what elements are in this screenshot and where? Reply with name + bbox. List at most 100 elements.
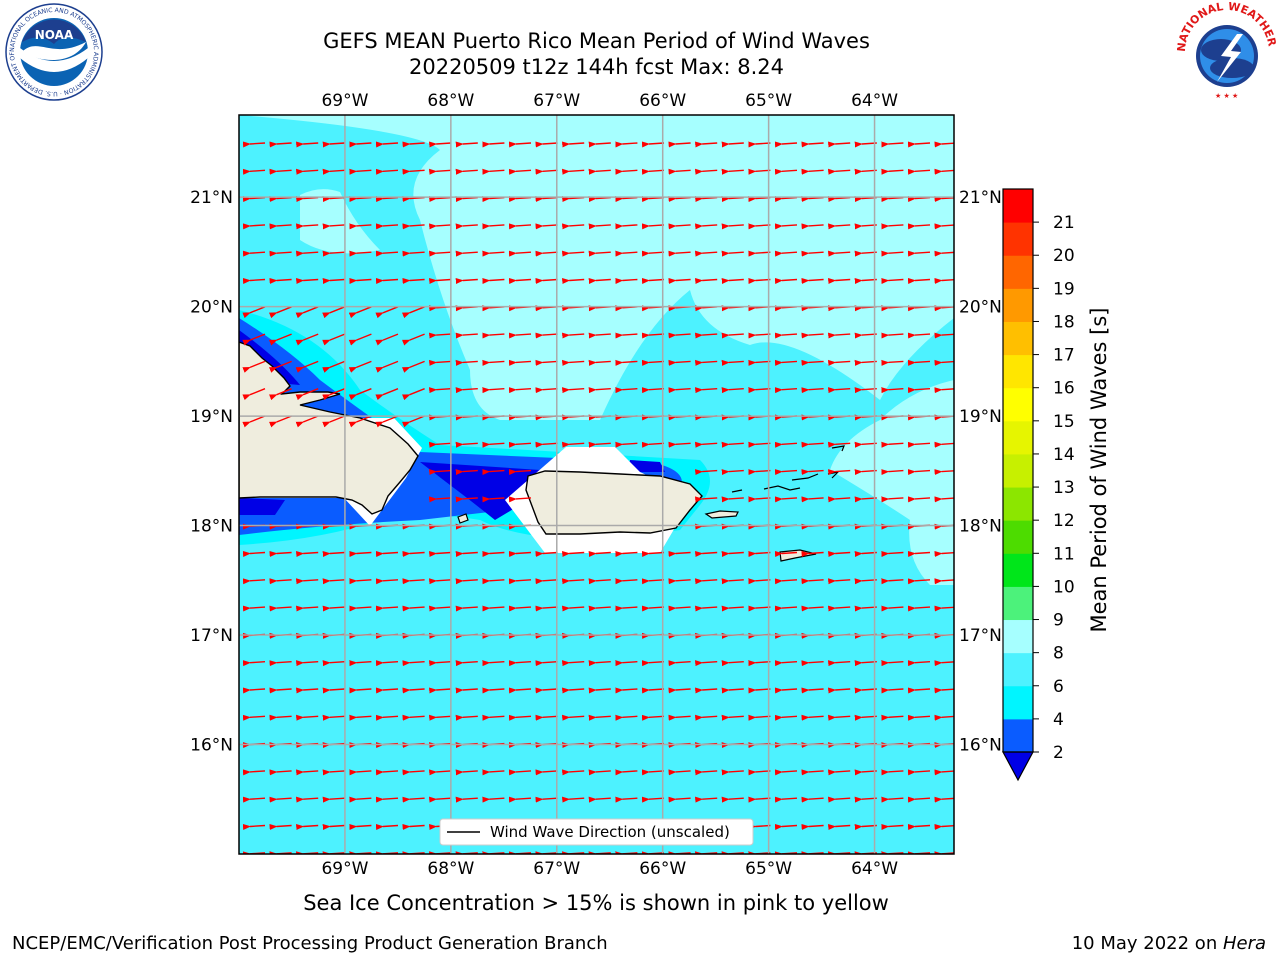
wind-arrow xyxy=(828,223,851,230)
wind-arrow xyxy=(535,578,558,585)
wind-arrow xyxy=(562,550,585,557)
wind-arrow xyxy=(907,769,931,776)
wind-arrow xyxy=(801,223,824,230)
colorbar-under-extension xyxy=(1001,751,1035,782)
latitude-labels-left: 21°N 20°N 19°N 18°N 17°N 16°N xyxy=(190,188,233,755)
wind-arrow xyxy=(242,605,266,612)
land-virgin-islands-a xyxy=(763,485,801,491)
longitude-labels-bottom: 69°W 68°W 67°W 66°W 65°W 64°W xyxy=(321,859,898,879)
wind-arrow xyxy=(774,796,798,803)
wind-arrow xyxy=(562,223,585,230)
wind-arrow xyxy=(641,277,665,284)
colorbar-tick-label: 20 xyxy=(1053,246,1075,266)
wind-arrow xyxy=(535,387,558,394)
wind-arrow xyxy=(402,714,425,721)
wind-arrow xyxy=(375,714,399,721)
wind-arrow xyxy=(562,250,585,257)
colorbar-label: Mean Period of Wind Waves [s] xyxy=(1087,308,1111,633)
wind-arrow xyxy=(402,578,425,585)
wind-arrow xyxy=(801,687,824,694)
wind-arrow xyxy=(881,769,904,776)
wind-arrow xyxy=(562,359,585,366)
wind-arrow xyxy=(668,687,691,694)
wind-arrow xyxy=(269,796,292,803)
wind-arrow xyxy=(801,714,824,721)
colorbar-segment xyxy=(1003,387,1033,422)
lat-label-right: 19°N xyxy=(959,407,1002,427)
wind-arrow xyxy=(455,250,478,257)
wind-arrow xyxy=(508,796,532,803)
wind-arrow xyxy=(615,605,638,612)
wind-arrow xyxy=(429,714,452,721)
colorbar-segment xyxy=(1003,288,1033,322)
wind-arrow xyxy=(774,769,798,776)
wind-arrow xyxy=(349,141,372,148)
wind-arrow xyxy=(881,605,904,612)
wind-arrow xyxy=(508,277,532,284)
wind-arrow xyxy=(402,605,425,612)
wind-arrow xyxy=(668,769,691,776)
wind-arrow xyxy=(269,277,292,284)
wind-arrow xyxy=(615,277,638,284)
wind-arrow xyxy=(349,796,372,803)
wind-arrow xyxy=(615,441,638,448)
wind-arrow xyxy=(429,578,452,585)
wind-arrow xyxy=(801,469,824,476)
wind-arrow xyxy=(641,359,665,366)
lat-label-left: 17°N xyxy=(190,626,233,646)
colorbar-segment xyxy=(1003,619,1033,654)
colorbar-segment xyxy=(1003,420,1033,455)
colorbar-tick-label: 18 xyxy=(1053,312,1075,332)
wind-arrow xyxy=(695,660,718,667)
wind-arrow xyxy=(508,141,532,148)
wind-arrow xyxy=(482,359,505,366)
colorbar-segment xyxy=(1003,222,1033,256)
lon-label-bottom: 68°W xyxy=(427,859,474,879)
wind-arrow xyxy=(828,441,851,448)
lon-label-top: 66°W xyxy=(639,91,686,111)
colorbar-tick-label: 9 xyxy=(1053,611,1064,631)
wind-arrow xyxy=(828,469,851,476)
wind-arrow xyxy=(907,578,931,585)
wind-arrow xyxy=(615,387,638,394)
wind-arrow xyxy=(562,660,585,667)
wind-arrow xyxy=(828,496,851,503)
wind-arrow xyxy=(668,550,691,557)
wind-arrow xyxy=(801,250,824,257)
wind-arrow xyxy=(242,578,266,585)
wind-arrow xyxy=(375,250,399,257)
colorbar-segment xyxy=(1003,487,1033,521)
wind-arrow xyxy=(242,769,266,776)
wind-arrow xyxy=(641,714,665,721)
wind-arrow xyxy=(721,687,744,694)
wind-arrow xyxy=(801,605,824,612)
wind-arrow xyxy=(268,388,292,401)
wind-arrow xyxy=(508,687,532,694)
wind-arrow xyxy=(721,660,744,667)
wind-arrow xyxy=(322,796,345,803)
wind-arrow xyxy=(774,277,798,284)
wind-arrow xyxy=(907,687,931,694)
wind-arrow xyxy=(641,223,665,230)
wind-arrow xyxy=(721,714,744,721)
wind-arrow xyxy=(242,223,266,230)
wind-arrow xyxy=(668,441,691,448)
credit-org: NCEP/EMC/Verification Post Processing Pr… xyxy=(12,933,608,954)
wind-arrow xyxy=(402,250,425,257)
wind-arrow xyxy=(482,141,505,148)
wind-arrow xyxy=(455,141,478,148)
wind-arrow xyxy=(801,277,824,284)
colorbar-tick-label: 12 xyxy=(1053,511,1075,531)
wind-arrow xyxy=(455,332,478,339)
wind-arrow xyxy=(429,223,452,230)
lon-label-bottom: 65°W xyxy=(745,859,792,879)
wind-arrow xyxy=(695,469,718,476)
wind-arrow xyxy=(828,660,851,667)
wind-arrow xyxy=(934,441,954,448)
legend-label: Wind Wave Direction (unscaled) xyxy=(490,823,730,841)
wind-arrow xyxy=(242,306,266,319)
wind-arrow xyxy=(588,168,611,175)
wind-arrow xyxy=(695,277,718,284)
wind-arrow xyxy=(296,250,319,257)
wind-arrow xyxy=(296,277,319,284)
